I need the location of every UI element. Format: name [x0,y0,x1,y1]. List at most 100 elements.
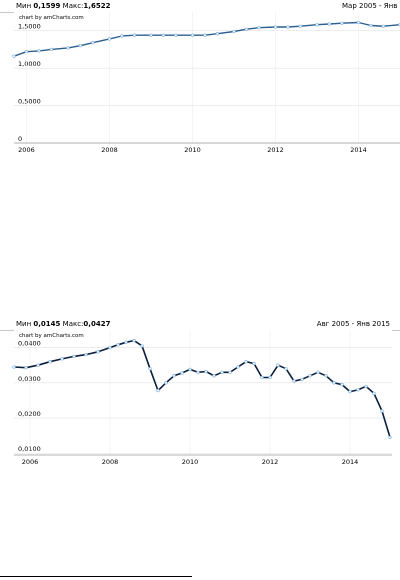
y-tick-label: 1,0000 [18,60,41,68]
data-point [340,382,344,387]
data-point [298,24,303,28]
data-point [84,352,88,357]
data-point [284,367,288,371]
data-point [132,33,137,37]
data-point [356,388,360,392]
min-label: Мин [16,320,32,328]
data-point [244,360,248,364]
data-point [276,363,280,367]
data-point [273,25,278,29]
data-point [124,340,128,344]
data-point [120,34,124,38]
y-tick-label: 0,5000 [18,98,41,106]
data-point [148,367,152,371]
data-point [24,50,29,54]
data-point [149,33,153,37]
max-label: Макс: [62,2,84,10]
data-point [164,381,168,385]
chart-1: Мин 0,1599 Макс:1,6522 Мар 2005 - Янв 20… [0,0,400,156]
min-max-readout: Мин 0,0145 Макс:0,0427 [16,318,110,330]
x-tick-label: 2012 [267,146,284,154]
x-tick-label: 2006 [22,458,39,466]
data-point [252,361,256,366]
data-point [49,47,54,52]
data-point [268,375,272,380]
data-point [236,365,240,369]
data-point [340,21,344,25]
y-tick-label: 0,0400 [18,340,41,348]
data-point [116,343,120,347]
min-value: 0,1599 [33,2,61,10]
data-point [381,24,386,28]
data-point [315,23,319,27]
plot-area[interactable]: 0 0,5000 1,0000 1,5000 chart by amCharts.com… [0,0,400,156]
chart-credit: chart by amCharts.com [19,15,84,21]
data-point [292,379,296,383]
data-point [66,46,70,50]
data-point [72,354,76,359]
min-label: Мин [16,2,32,10]
y-tick-label: 0 [18,135,22,143]
data-point [215,32,220,36]
x-tick-label: 2010 [184,146,201,154]
data-point [348,389,352,394]
data-point [36,363,40,367]
data-point [188,367,192,372]
data-point [156,388,160,393]
data-point [388,435,392,440]
min-max-readout: Мин 0,1599 Макс:1,6522 [16,0,110,12]
data-point [12,365,16,369]
period-label: Мар 2005 - Янв 20 [342,2,400,10]
min-value: 0,0145 [33,320,61,328]
data-point [372,391,376,396]
data-point [172,374,176,378]
data-point [180,371,184,375]
data-point [220,370,224,374]
data-point [257,26,261,30]
data-point [60,357,64,361]
data-point [132,338,136,343]
chart-2: Мин 0,0145 Макс:0,0427 Авг 2005 - Янв 20… [0,318,400,468]
y-tick-label: 0,0300 [18,375,41,383]
data-point [24,366,28,370]
data-point [364,384,368,388]
data-point [324,374,328,378]
data-point [380,409,384,413]
data-point [212,374,216,378]
data-point [190,33,195,37]
data-point [332,381,336,385]
y-tick-label: 0,0100 [18,445,41,453]
data-point [78,44,83,48]
data-point [91,41,95,45]
data-point [244,27,249,31]
x-tick-label: 2010 [182,458,199,466]
data-point [108,345,112,350]
data-point [327,22,332,26]
data-point [228,370,232,374]
data-point [107,37,112,41]
max-value: 1,6522 [83,2,111,10]
max-label: Макс: [62,320,84,328]
data-point [203,33,207,37]
data-point [196,370,200,374]
x-tick-label: 2008 [102,458,119,466]
data-point [174,33,178,37]
x-tick-label: 2006 [18,146,35,154]
data-point [204,369,208,374]
y-tick-label: 1,5000 [18,23,41,31]
data-point [286,25,290,29]
plot-background [14,12,400,143]
chart-credit: chart by amCharts.com [19,333,84,339]
x-tick-label: 2014 [342,458,359,466]
data-point [356,20,361,25]
x-tick-label: 2008 [101,146,118,154]
data-point [369,23,373,28]
data-point [12,54,16,58]
data-point [37,49,41,53]
period-label: Авг 2005 - Янв 2015 [316,320,390,328]
data-point [300,377,304,381]
data-point [140,344,144,348]
data-point [316,370,320,374]
data-point [232,29,236,34]
